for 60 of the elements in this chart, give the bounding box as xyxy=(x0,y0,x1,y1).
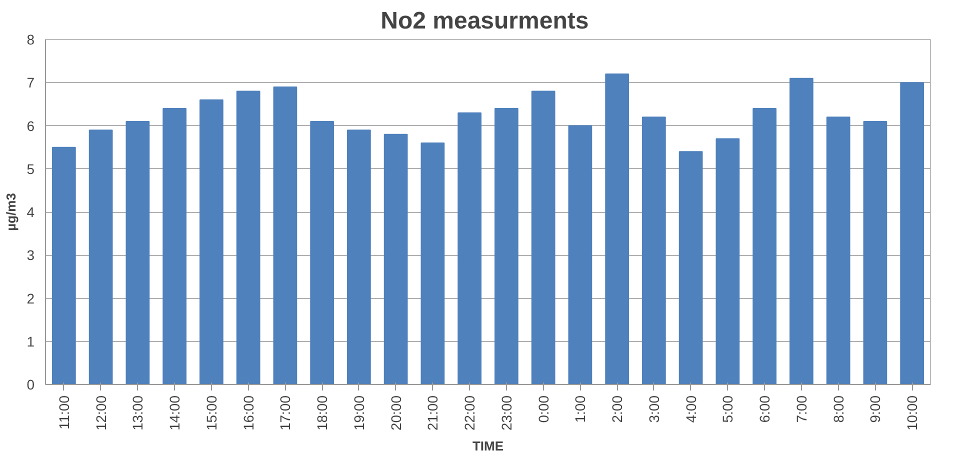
bar xyxy=(126,120,150,384)
x-tick-label: 19:00 xyxy=(350,395,367,431)
bar xyxy=(790,78,814,384)
y-tick-label: 1 xyxy=(26,333,35,350)
y-tick-label: 2 xyxy=(26,290,35,306)
x-tick-label: 1:00 xyxy=(572,395,588,423)
x-tick-label: 15:00 xyxy=(203,395,220,431)
bar xyxy=(678,151,703,384)
x-tick-label: 20:00 xyxy=(388,395,404,431)
y-tick-label: 5 xyxy=(26,160,35,177)
bar xyxy=(310,120,334,384)
x-tick-label: 9:00 xyxy=(867,395,884,423)
bar xyxy=(162,108,186,384)
y-tick-label: 8 xyxy=(26,32,35,48)
x-tick-label: 4:00 xyxy=(682,395,699,423)
bar xyxy=(347,130,371,384)
x-tick-label: 10:00 xyxy=(904,395,920,431)
x-tick-label: 21:00 xyxy=(424,395,441,431)
bar xyxy=(494,108,518,384)
bar xyxy=(88,130,113,384)
bar xyxy=(458,112,482,384)
x-tick-label: 16:00 xyxy=(240,395,256,431)
bar xyxy=(826,116,850,384)
x-tick-label: 11:00 xyxy=(56,395,72,430)
y-tick-label: 0 xyxy=(26,376,35,392)
y-tick-label: 6 xyxy=(26,118,35,134)
x-tick-label: 14:00 xyxy=(166,395,183,431)
x-tick-label: 12:00 xyxy=(92,395,109,431)
x-tick-label: 0:00 xyxy=(535,395,552,423)
x-axis-title: TIME xyxy=(472,438,504,454)
y-axis-title: µg/m3 xyxy=(4,193,19,231)
bar xyxy=(531,90,556,384)
x-tick-label: 5:00 xyxy=(720,395,736,423)
x-tick-label: 8:00 xyxy=(830,395,846,423)
bar xyxy=(52,146,76,384)
x-tick-label: 23:00 xyxy=(498,395,514,431)
bar xyxy=(420,142,445,384)
x-tick-label: 2:00 xyxy=(609,395,626,423)
x-tick-label: 13:00 xyxy=(130,395,146,431)
x-tick-label: 3:00 xyxy=(646,395,662,423)
y-tick-label: 3 xyxy=(26,247,35,264)
bar xyxy=(273,86,298,384)
bar xyxy=(900,82,924,384)
bar xyxy=(568,125,592,384)
bar xyxy=(642,116,666,384)
y-tick-label: 4 xyxy=(26,204,35,220)
x-tick-label: 17:00 xyxy=(277,395,294,431)
y-tick-label: 7 xyxy=(26,74,35,91)
bar xyxy=(384,134,408,384)
x-tick-label: 22:00 xyxy=(462,395,478,431)
bar xyxy=(605,74,629,384)
bar xyxy=(863,120,888,384)
chart-title: No2 measurments xyxy=(380,8,589,34)
bar xyxy=(752,108,776,384)
x-tick-label: 7:00 xyxy=(793,395,810,423)
bar xyxy=(200,99,224,384)
x-tick-label: 6:00 xyxy=(756,395,773,423)
x-tick-label: 18:00 xyxy=(314,395,330,431)
bar xyxy=(716,138,740,384)
bar xyxy=(236,90,260,384)
